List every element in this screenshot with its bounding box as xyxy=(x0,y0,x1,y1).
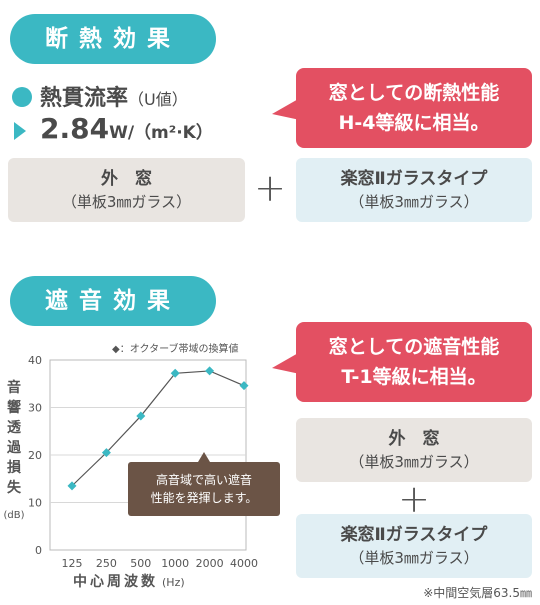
chart-tooltip: 高音域で高い遮音 性能を発揮します。 xyxy=(128,462,280,516)
x-axis-label: 中心周波数 xyxy=(73,573,158,590)
sound-outer-window-sub: （単板3㎜ガラス） xyxy=(349,453,479,471)
inner-window-sub: （単板3㎜ガラス） xyxy=(349,193,479,211)
insulation-bubble-tail xyxy=(272,98,300,120)
data-point xyxy=(67,481,77,491)
sound-bubble-line1: 窓としての遮音性能 xyxy=(328,336,500,358)
y-axis-label-char: 損 xyxy=(7,459,22,476)
insulation-plus-icon: + xyxy=(254,166,286,210)
sound-title: 遮音効果 xyxy=(10,276,216,326)
chart-tooltip-tail xyxy=(198,452,210,462)
data-point xyxy=(136,411,146,421)
x-tick-label: 250 xyxy=(96,557,117,570)
insulation-bubble-line2: H-4等級に相当。 xyxy=(338,112,490,134)
data-point xyxy=(101,448,111,458)
sound-outer-window-title: 外 窓 xyxy=(388,429,440,449)
y-axis-label-char: 過 xyxy=(6,440,22,456)
sound-plus-icon: + xyxy=(398,477,430,521)
outer-window-sub: （単板3㎜ガラス） xyxy=(61,193,192,211)
data-point xyxy=(239,381,249,391)
y-axis-unit: (dB) xyxy=(3,510,24,521)
insulation-bubble-line1: 窓としての断熱性能 xyxy=(328,82,500,104)
x-tick-label: 1000 xyxy=(161,557,189,570)
metric-dot-icon xyxy=(12,87,32,107)
chart-legend: ◆：オクターブ帯域の換算値 xyxy=(112,342,239,355)
insulation-grade-bubble: 窓としての断熱性能 H-4等級に相当。 xyxy=(296,68,532,148)
value-arrow-icon xyxy=(14,122,26,140)
sound-outer-window-box: 外 窓 （単板3㎜ガラス） xyxy=(296,418,532,482)
data-point xyxy=(170,368,180,378)
y-axis-label-char: 音 xyxy=(7,379,21,396)
y-axis-label-char: 透 xyxy=(7,420,22,436)
insulation-title: 断熱効果 xyxy=(10,14,216,64)
tooltip-line2: 性能を発揮します。 xyxy=(150,491,258,505)
data-point xyxy=(205,366,215,376)
footnote: ※中間空気層63.5㎜ xyxy=(423,586,532,600)
tooltip-line1: 高音域で高い遮音 xyxy=(155,473,252,487)
insulation-outer-window-box: 外 窓 （単板3㎜ガラス） xyxy=(8,158,245,222)
outer-window-title: 外 窓 xyxy=(101,169,152,189)
x-tick-label: 125 xyxy=(62,557,83,570)
y-axis-label-char: 響 xyxy=(7,399,21,416)
sound-inner-window-title: 楽窓Ⅱガラスタイプ xyxy=(340,525,488,545)
y-tick-label: 0 xyxy=(35,544,42,557)
x-tick-label: 500 xyxy=(130,557,151,570)
metric-label: 熱貫流率（U値） xyxy=(40,86,188,111)
metric-value: 2.84W/（m²·K） xyxy=(40,112,213,145)
x-axis-unit: (Hz) xyxy=(162,576,185,589)
sound-inner-window-sub: （単板3㎜ガラス） xyxy=(349,549,479,567)
insulation-inner-window-box: 楽窓Ⅱガラスタイプ （単板3㎜ガラス） xyxy=(296,158,532,222)
sound-bubble-line2: T-1等級に相当。 xyxy=(341,366,487,388)
sound-inner-window-box: 楽窓Ⅱガラスタイプ （単板3㎜ガラス） xyxy=(296,514,532,578)
inner-window-title: 楽窓Ⅱガラスタイプ xyxy=(340,169,488,189)
y-tick-label: 40 xyxy=(28,354,42,367)
x-tick-label: 2000 xyxy=(196,557,224,570)
x-tick-label: 4000 xyxy=(230,557,258,570)
y-axis-label-char: 失 xyxy=(7,479,22,496)
y-tick-label: 20 xyxy=(28,449,42,462)
sound-grade-bubble: 窓としての遮音性能 T-1等級に相当。 xyxy=(296,322,532,402)
series-line xyxy=(71,370,245,487)
sound-bubble-tail xyxy=(272,352,300,374)
y-tick-label: 30 xyxy=(28,402,42,415)
y-tick-label: 10 xyxy=(28,497,42,510)
